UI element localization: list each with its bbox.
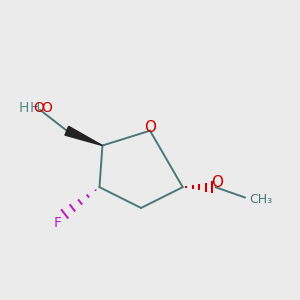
Text: CH₃: CH₃ [250, 193, 273, 206]
Text: O: O [41, 101, 52, 116]
Text: O: O [144, 120, 156, 135]
Text: H: H [19, 101, 29, 116]
Text: F: F [54, 216, 62, 230]
Text: H: H [30, 101, 40, 116]
Text: O: O [211, 175, 223, 190]
Text: O: O [33, 101, 44, 116]
Polygon shape [65, 126, 102, 146]
